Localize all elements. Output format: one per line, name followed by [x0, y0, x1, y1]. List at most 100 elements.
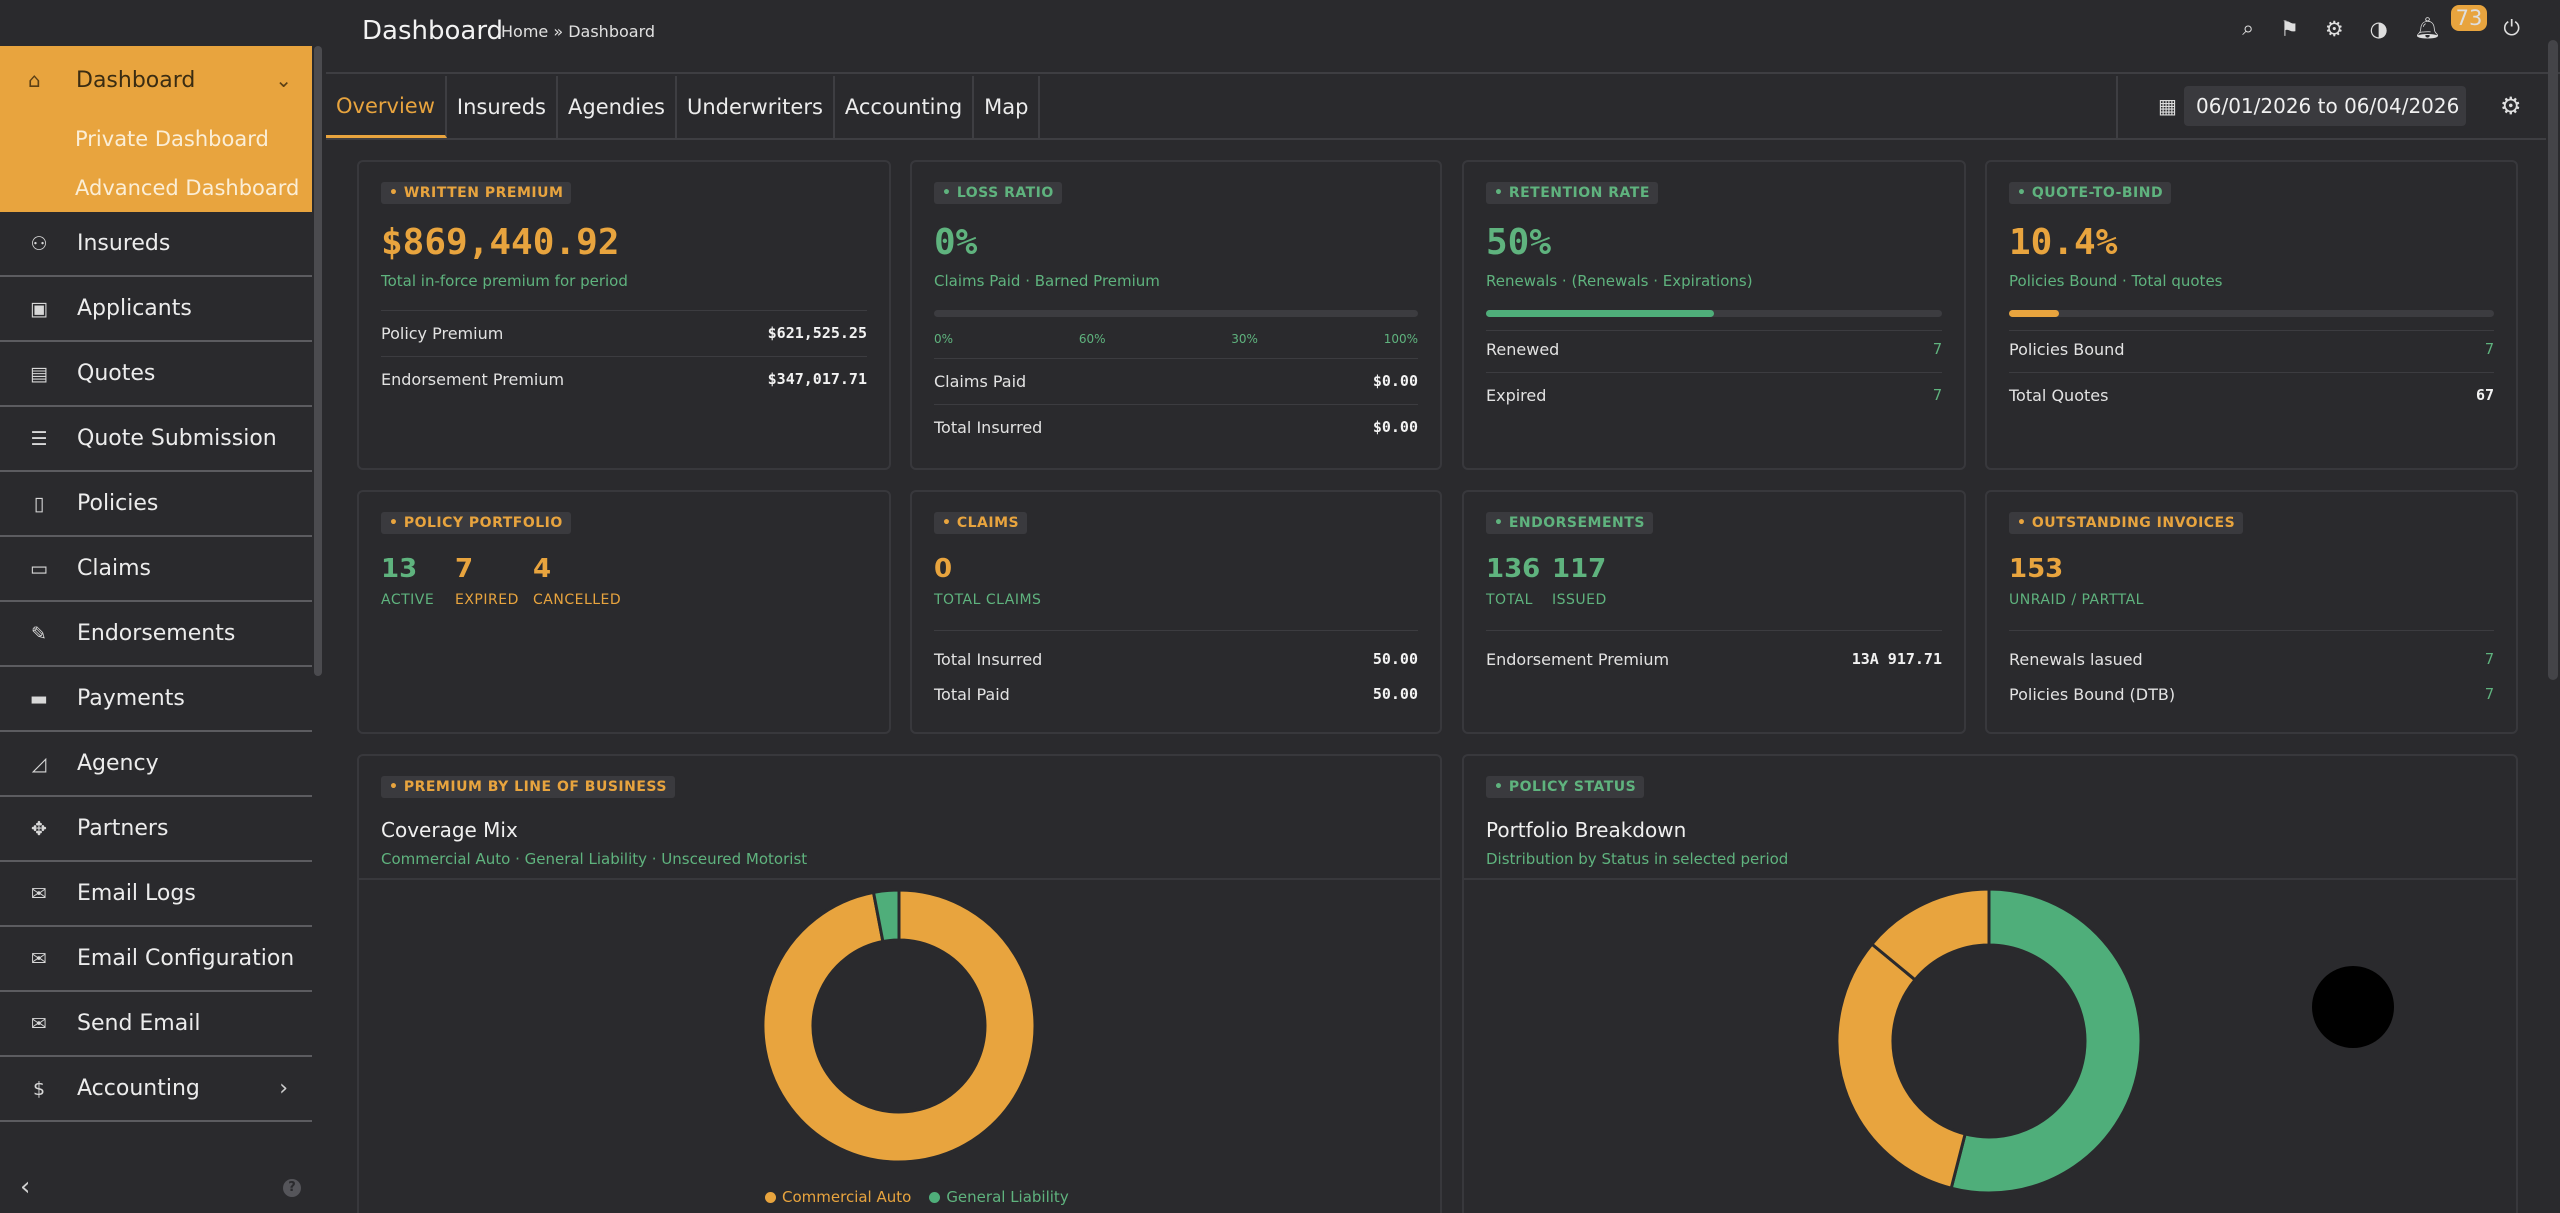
bell-icon[interactable]: 🔔︎ 73	[2414, 5, 2488, 41]
divider	[359, 878, 1440, 880]
row-label: Expired	[1486, 386, 1547, 405]
row-label: Total Insurred	[934, 418, 1043, 437]
tab-insureds[interactable]: Insureds	[447, 76, 558, 138]
donut-slice[interactable]	[1869, 887, 1991, 982]
stat-cancelled: 4 CANCELLED	[533, 554, 621, 608]
status-donut-chart	[1835, 887, 2143, 1195]
row-value: $0.00	[1372, 418, 1418, 436]
notification-badge: 73	[2450, 5, 2488, 31]
loss-ratio-value: 0%	[934, 222, 978, 263]
sidebar-item-policies[interactable]: ▯ Policies	[0, 472, 312, 537]
sidebar-subitem-private-dashboard[interactable]: Private Dashboard	[75, 126, 269, 151]
sidebar-item-endorsements[interactable]: ✎ Endorsements	[0, 602, 312, 667]
search-icon[interactable]: ⌕	[2242, 16, 2254, 40]
retention-progress-fill	[1486, 310, 1714, 317]
divider	[934, 404, 1418, 405]
page-scrollbar[interactable]	[2548, 40, 2558, 680]
stat-number: 117	[1552, 554, 1607, 584]
donut-slice[interactable]	[1949, 887, 2143, 1195]
sidebar-scrollbar[interactable]	[314, 46, 322, 676]
gear-icon[interactable]: ⚙	[2500, 92, 2522, 120]
sidebar-item-label: Agency	[77, 751, 159, 776]
card-tag-label: POLICY STATUS	[1508, 779, 1637, 795]
donut-slice[interactable]	[1835, 941, 1967, 1191]
flag-icon[interactable]: ⚑	[2279, 16, 2299, 41]
donut-slice[interactable]	[871, 888, 901, 944]
sidebar-item-dashboard[interactable]: ⌂ Dashboard	[0, 46, 312, 114]
row-value: 50.00	[1372, 685, 1418, 703]
legend-swatch	[765, 1191, 776, 1203]
policies-bound-row: Policies Bound 7	[2009, 340, 2494, 359]
card-tag: • LOSS RATIO	[934, 182, 1062, 204]
stat-label: UNRAID / PARTTAL	[2009, 592, 2144, 608]
coverage-mix-card: • PREMIUM BY LINE OF BUSINESS Coverage M…	[357, 754, 1442, 1213]
row-label: Total Insurred	[934, 650, 1043, 669]
dollar-icon: $	[32, 1077, 46, 1100]
sidebar-item-agency[interactable]: ◿ Agency	[0, 732, 312, 797]
stat-label: EXPIRED	[455, 592, 519, 608]
sidebar-item-payments[interactable]: ▬ Payments	[0, 667, 312, 732]
legend-item-general-liability[interactable]: General Liability	[929, 1188, 1069, 1206]
chevron-down-icon[interactable]: ⌄	[275, 68, 292, 92]
row-label: Total Paid	[934, 685, 1010, 704]
tab-underwriters[interactable]: Underwriters	[677, 76, 835, 138]
tab-overview[interactable]: Overview	[326, 76, 447, 138]
card-tag: • POLICY STATUS	[1486, 776, 1645, 798]
quote-to-bind-progress-fill	[2009, 310, 2060, 317]
sidebar-item-insureds[interactable]: ⚇ Insureds	[0, 212, 312, 277]
divider	[1486, 630, 1942, 631]
sidebar-item-claims[interactable]: ▭ Claims	[0, 537, 312, 602]
sidebar-item-label: Partners	[77, 816, 169, 841]
sidebar-item-email-logs[interactable]: ✉ Email Logs	[0, 862, 312, 927]
stat-number: 153	[2009, 554, 2064, 584]
breadcrumb[interactable]: Home » Dashboard	[501, 22, 656, 41]
date-range-input[interactable]: 06/01/2026 to 06/04/2026	[2184, 86, 2466, 126]
card-subtitle: Renewals · (Renewals · Expirations)	[1486, 272, 1753, 290]
sidebar-item-email-configuration[interactable]: ✉ Email Configuration	[0, 927, 312, 992]
sidebar-item-quote-submission[interactable]: ☰ Quote Submission	[0, 407, 312, 472]
renewals-issued-row: Renewals lasued 7	[2009, 650, 2494, 669]
policy-icon: ▯	[33, 492, 45, 515]
retention-progress-bar	[1486, 310, 1942, 317]
claims-paid-row: Claims Paid $0.00	[934, 372, 1418, 391]
quote-to-bind-card: • QUOTE-TO-BIND 10.4% Policies Bound · T…	[1985, 160, 2518, 470]
help-icon[interactable]: ?	[283, 1179, 301, 1197]
calendar-icon[interactable]: ▦	[2158, 94, 2177, 118]
row-value: 13A 917.71	[1851, 650, 1942, 668]
stat-label: ACTIVE	[381, 592, 435, 608]
divider	[1486, 330, 1942, 331]
stat-expired: 7 EXPIRED	[455, 554, 519, 608]
card-tag-label: OUTSTANDING INVOICES	[2031, 515, 2236, 531]
endorsements-card: • ENDORSEMENTS 136 TOTAL 117 ISSUED Endors…	[1462, 490, 1966, 734]
collapse-sidebar-icon[interactable]: ‹	[20, 1172, 31, 1202]
list-icon: ☰	[30, 427, 48, 450]
legend-item-commercial-auto[interactable]: Commercial Auto	[765, 1188, 911, 1206]
stat-number: 4	[533, 554, 552, 584]
home-icon: ⌂	[28, 68, 41, 92]
theme-icon[interactable]: ◑	[2369, 16, 2388, 41]
tab-agencies[interactable]: Agendies	[558, 76, 677, 138]
sidebar-item-quotes[interactable]: ▤ Quotes	[0, 342, 312, 407]
stat-label: CANCELLED	[533, 592, 622, 608]
sidebar-item-accounting[interactable]: $ Accounting ›	[0, 1057, 312, 1122]
tab-accounting[interactable]: Accounting	[835, 76, 975, 138]
top-header: Dashboard Home » Dashboard ⌕ ⚑ ⚙ ◑ 🔔︎ 73 …	[326, 0, 2560, 74]
row-label: Renewed	[1486, 340, 1560, 359]
row-label: Policies Bound	[2009, 340, 2125, 359]
stat-active: 13 ACTIVE	[381, 554, 434, 608]
sidebar-item-applicants[interactable]: ▣ Applicants	[0, 277, 312, 342]
donut-slice[interactable]	[761, 888, 1037, 1164]
card-tag: • CLAIMS	[934, 512, 1028, 534]
quote-to-bind-value: 10.4%	[2009, 222, 2118, 263]
sidebar-item-send-email[interactable]: ✉ Send Email	[0, 992, 312, 1057]
tab-map[interactable]: Map	[974, 76, 1041, 138]
divider	[381, 310, 867, 311]
translate-icon[interactable]: ⚙	[2324, 16, 2344, 41]
card-subtitle: Claims Paid · Barned Premium	[934, 272, 1160, 290]
sidebar-subitem-advanced-dashboard[interactable]: Advanced Dashboard	[75, 175, 300, 200]
sidebar-item-partners[interactable]: ✥ Partners	[0, 797, 312, 862]
tick-label: 60%	[1078, 332, 1106, 346]
power-icon[interactable]: ⏻	[2503, 16, 2520, 40]
row-value: 7	[1932, 340, 1942, 358]
header-actions: ⌕ ⚑ ⚙ ◑ 🔔︎ 73 ⏻	[2242, 5, 2520, 41]
